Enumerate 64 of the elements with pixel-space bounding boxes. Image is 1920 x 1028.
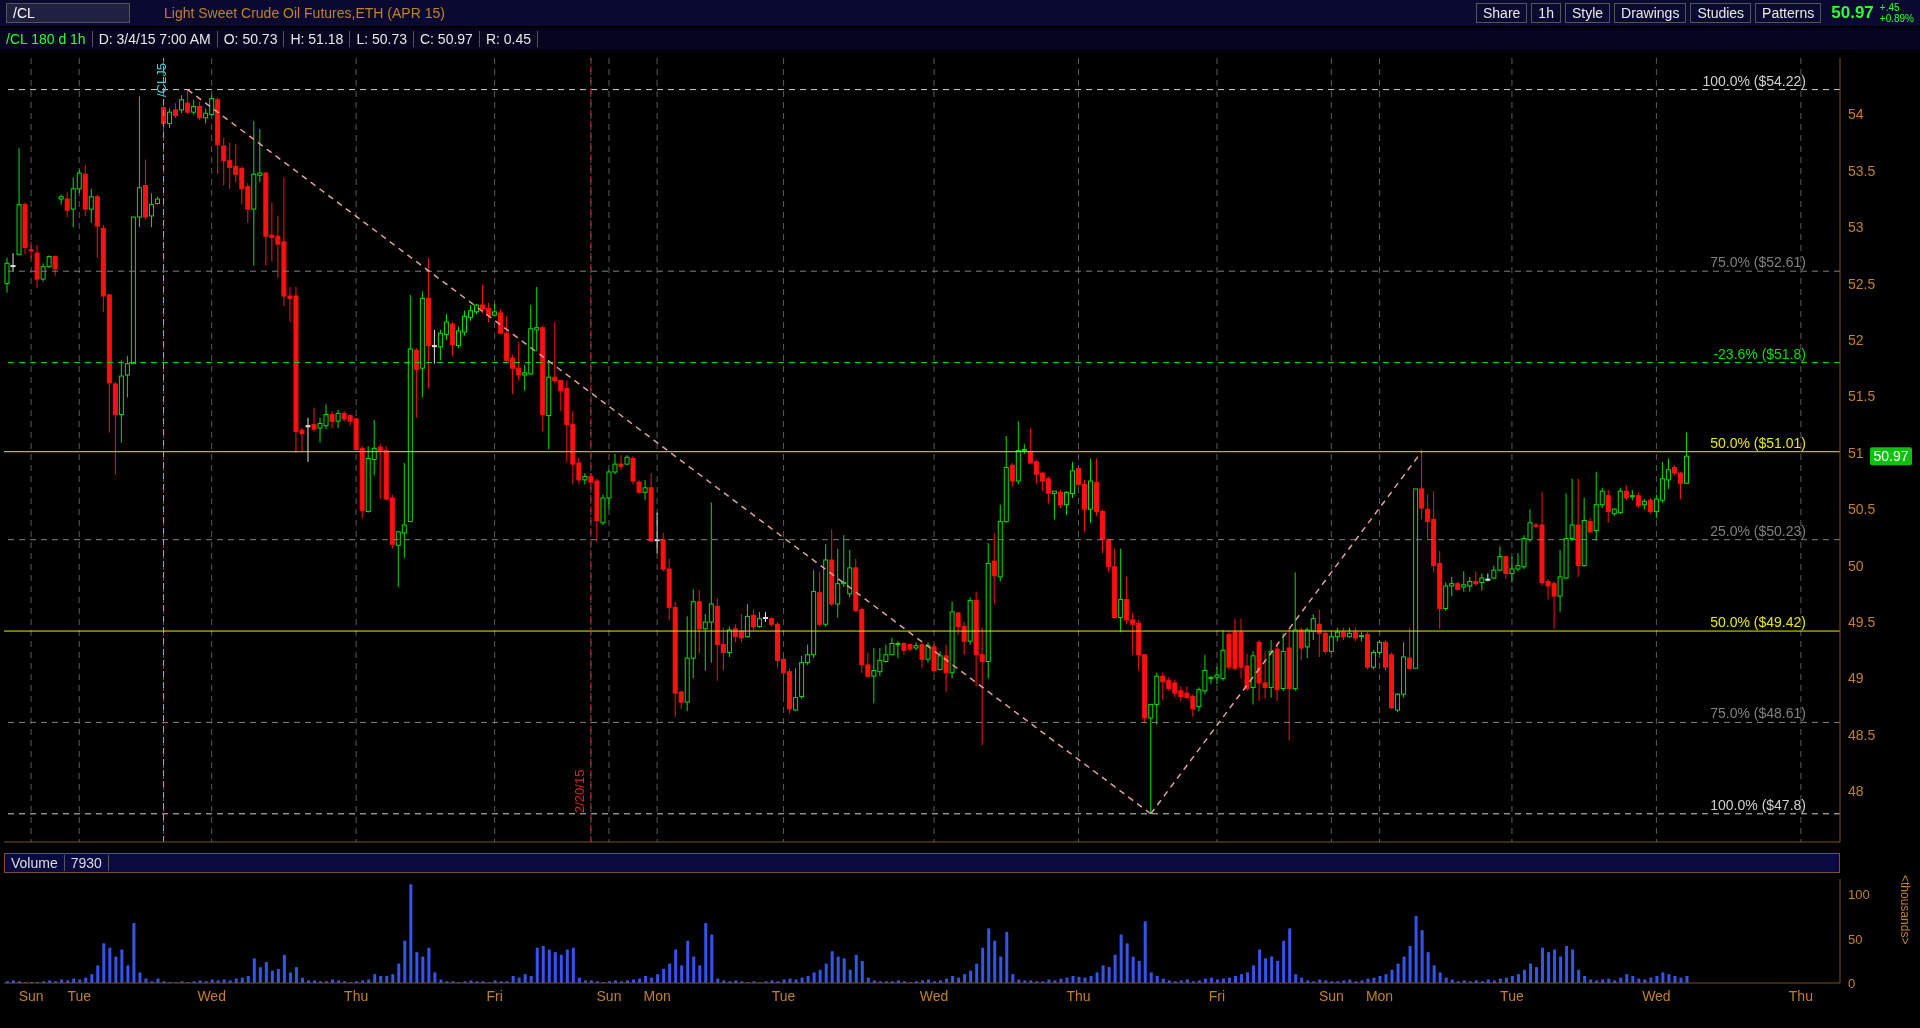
ref-line-label: 75.0% ($52.61) — [1710, 254, 1806, 271]
text: D: 3/4/15 7:00 AM — [92, 31, 218, 47]
x-tick-label: Sun — [596, 987, 622, 1004]
x-tick-label: Fri — [1208, 987, 1226, 1004]
x-tick-label: Wed — [197, 987, 226, 1004]
ref-line-label: -23.6% ($51.8) — [1713, 345, 1806, 362]
text: L: 50.73 — [350, 31, 414, 47]
x-tick-label: Tue — [1500, 987, 1524, 1004]
ref-line-label: 25.0% ($50.23) — [1710, 522, 1806, 539]
x-tick-label: Wed — [919, 987, 949, 1004]
y-tick-label: 50.5 — [1848, 501, 1876, 518]
y-axis-title: <thousands> — [1898, 875, 1912, 947]
x-tick-label: Fri — [486, 987, 503, 1004]
text: R: 0.45 — [479, 31, 539, 47]
text: Share — [1475, 3, 1528, 23]
x-tick-label: Sun — [18, 987, 44, 1004]
category-label: 2/20/15 — [571, 769, 587, 813]
x-tick-label: Mon — [1365, 987, 1394, 1004]
x-tick-label: Mon — [643, 987, 671, 1004]
text: O: 50.73 — [217, 31, 285, 47]
y-tick-label: 54 — [1848, 106, 1864, 123]
y-tick-label: 50 — [1848, 557, 1864, 574]
category-label: /CLJ5 — [153, 63, 169, 97]
y-tick-label: 0 — [1848, 975, 1856, 991]
x-tick-label: Thu — [344, 987, 369, 1004]
y-tick-label: 52.5 — [1848, 275, 1876, 292]
text: /CL 180 d 1h — [0, 31, 93, 47]
text: /CL — [6, 3, 130, 23]
text: Patterns — [1755, 3, 1822, 23]
text: Style — [1564, 3, 1611, 23]
text: C: 50.97 — [413, 31, 480, 47]
ref-line-label: 100.0% ($47.8) — [1710, 796, 1806, 813]
y-tick-label: 53 — [1848, 219, 1864, 236]
x-tick-label: Thu — [1788, 987, 1813, 1004]
text: H: 51.18 — [284, 31, 351, 47]
ref-line-label: 75.0% ($48.61) — [1710, 705, 1806, 722]
y-tick-label: 51.5 — [1848, 388, 1876, 405]
text: 50.97 — [1831, 3, 1874, 23]
text: +.45 — [1879, 2, 1901, 13]
y-tick-label: 50 — [1848, 931, 1863, 947]
text: 1h — [1531, 3, 1561, 23]
y-tick-label: 48 — [1848, 783, 1864, 800]
y-tick-label: 100 — [1848, 887, 1870, 903]
y-tick-label: 49.5 — [1848, 614, 1876, 630]
ref-line-label: 50.0% ($51.01) — [1710, 434, 1806, 451]
y-tick-label: 49 — [1848, 670, 1864, 687]
text: 7930 — [64, 855, 109, 871]
ref-line-label: 100.0% ($54.22) — [1702, 72, 1806, 89]
text: 50.97 — [1873, 448, 1909, 465]
x-tick-label: Tue — [67, 987, 92, 1004]
x-tick-label: Tue — [771, 987, 796, 1004]
y-tick-label: 52 — [1848, 331, 1864, 348]
text: Drawings — [1614, 3, 1687, 23]
chart-title: Light Sweet Crude Oil Futures,ETH (APR 15) — [164, 5, 445, 21]
x-tick-label: Thu — [1066, 987, 1091, 1004]
ref-line-label: 50.0% ($49.42) — [1710, 614, 1806, 631]
y-tick-label: 51 — [1848, 444, 1864, 461]
x-tick-label: Wed — [1642, 987, 1671, 1004]
y-tick-label: 48.5 — [1848, 726, 1876, 743]
x-tick-label: Sun — [1318, 987, 1344, 1004]
y-tick-label: 53.5 — [1848, 162, 1876, 179]
text: +0.89% — [1879, 13, 1914, 24]
chart-title: Volume — [5, 855, 65, 871]
text: Studies — [1690, 3, 1752, 23]
